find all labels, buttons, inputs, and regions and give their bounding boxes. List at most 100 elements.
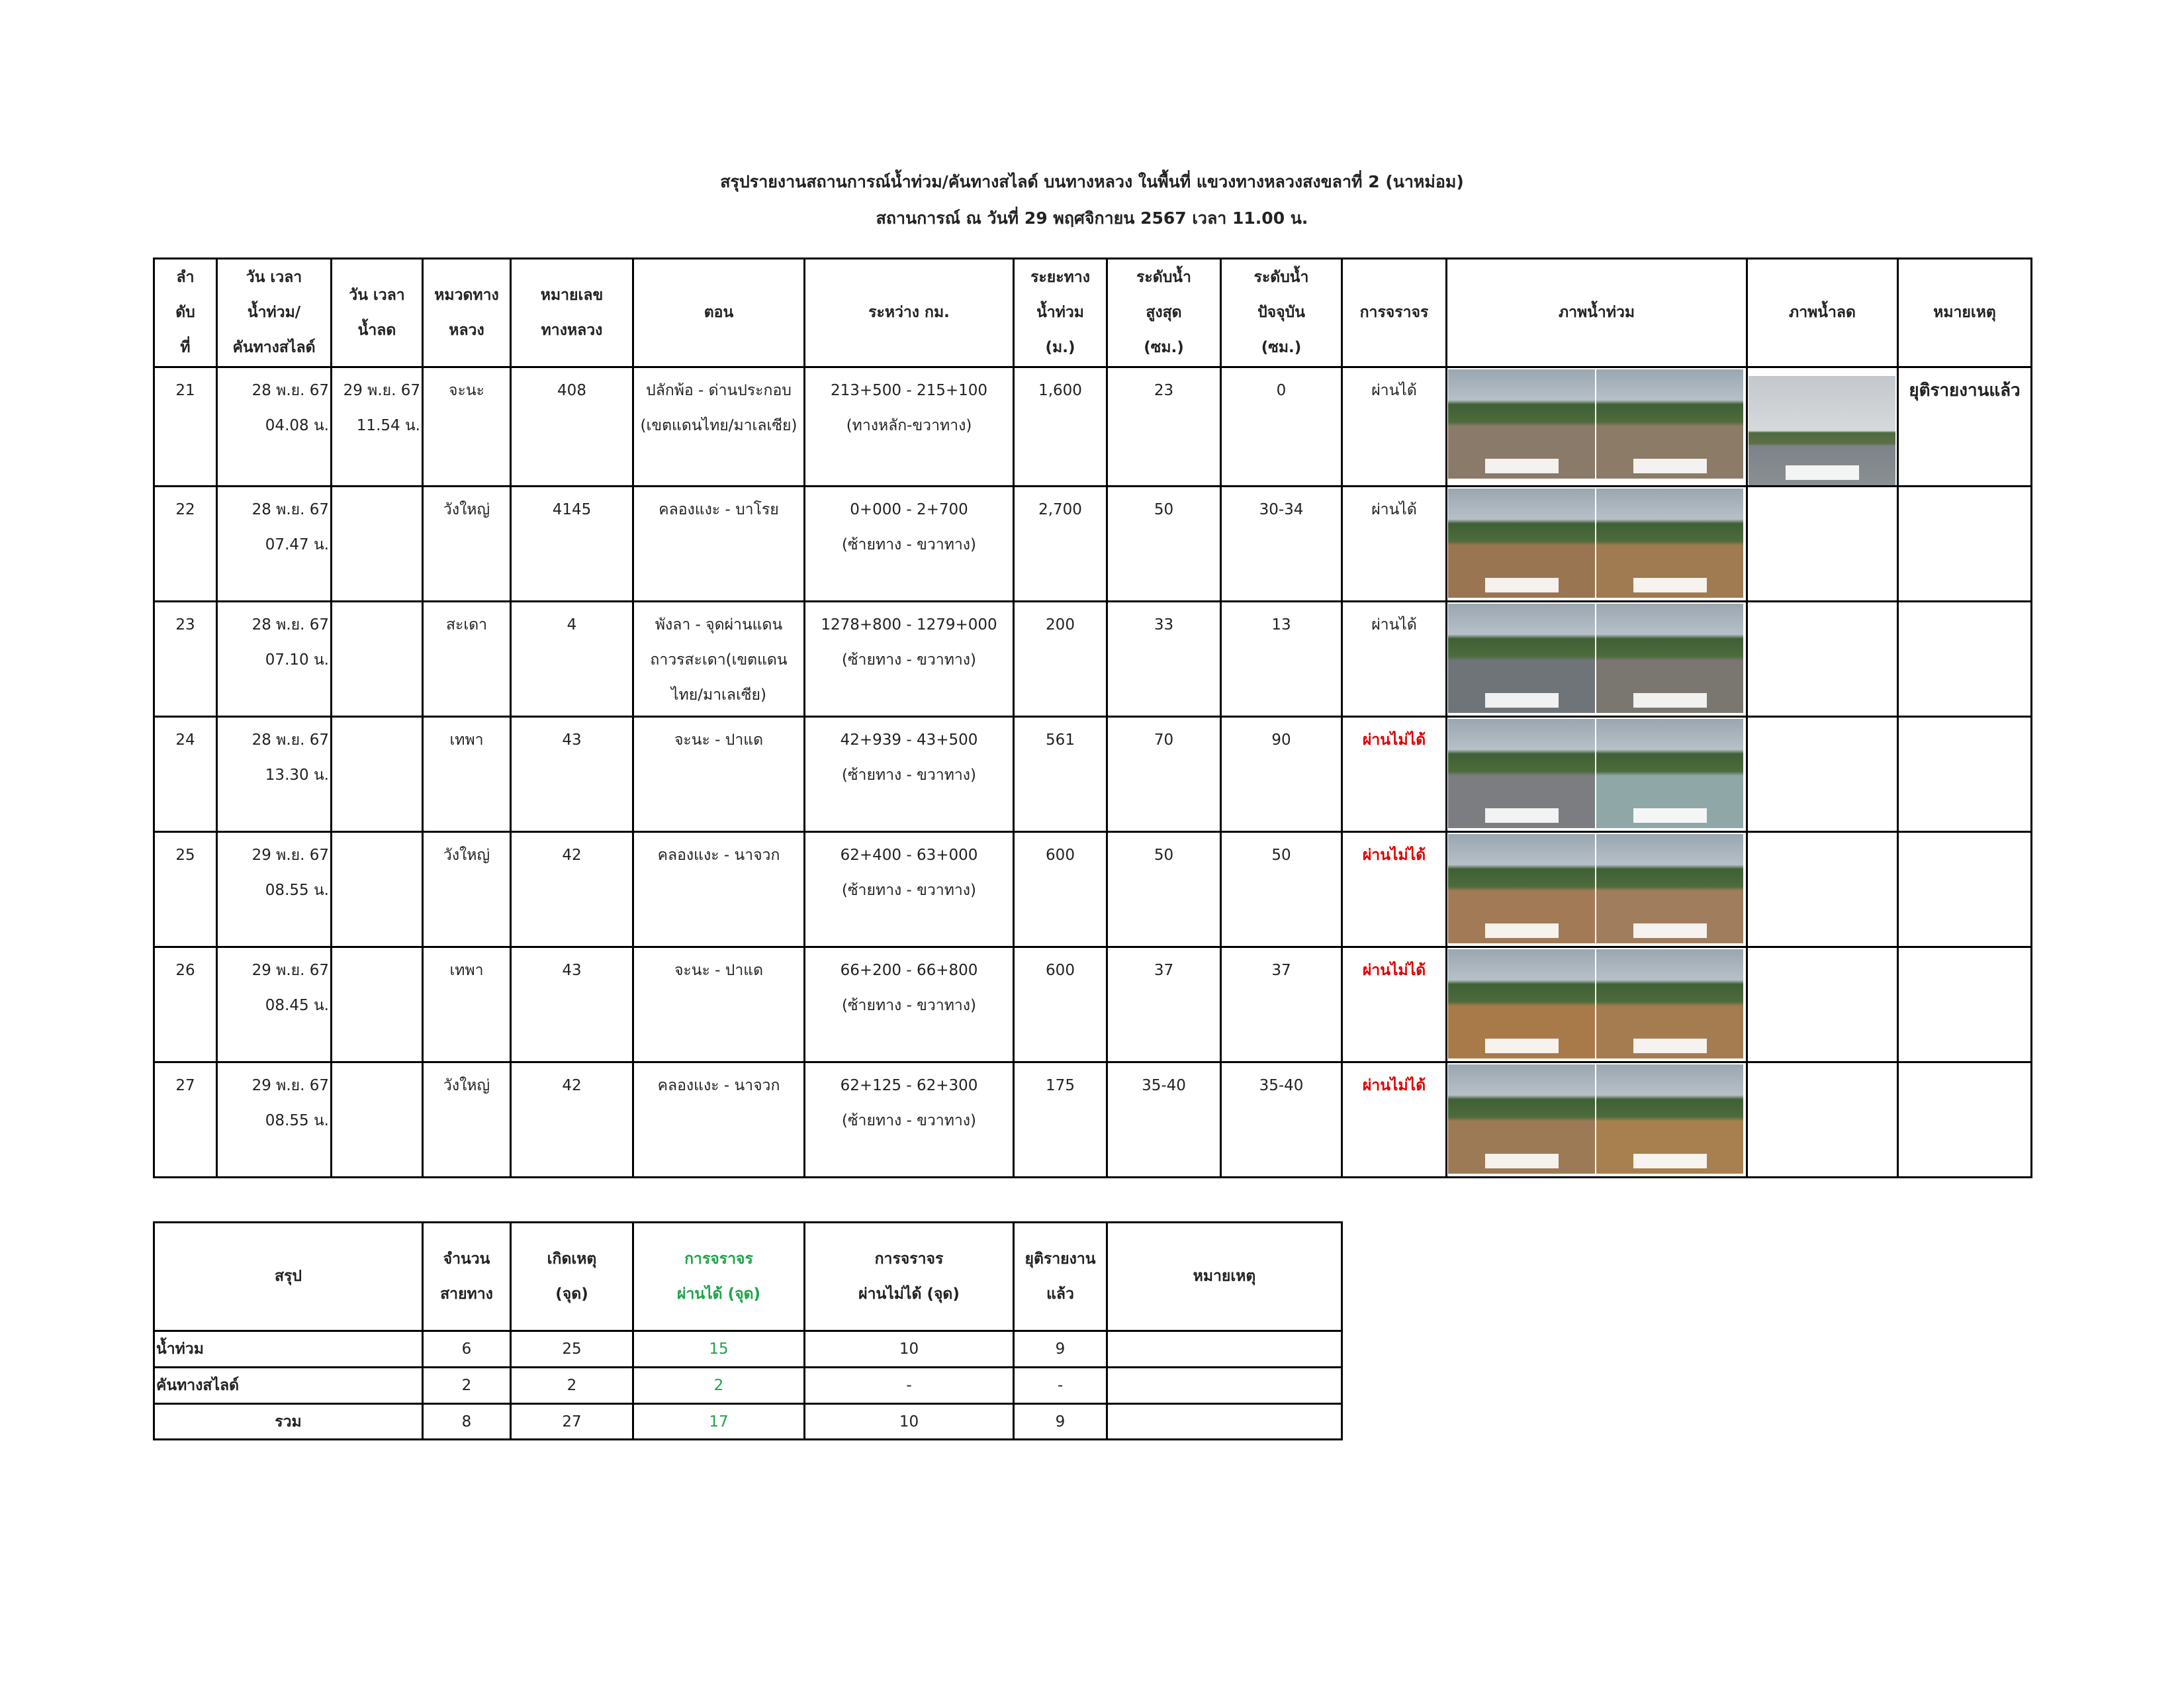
- cell-no: 21: [153, 366, 218, 487]
- summary-cell-passable: 15: [632, 1330, 805, 1368]
- summary-cell-label: คันทางสไลด์: [153, 1366, 424, 1405]
- photo-caption: [1633, 459, 1707, 473]
- cell-km: 1278+800 - 1279+000 (ซ้ายทาง - ขวาทาง): [803, 600, 1015, 718]
- cell-district: เทพา: [422, 716, 512, 833]
- photo-caption: [1484, 578, 1559, 592]
- cell-recede-date: [330, 831, 424, 948]
- cell-traffic: ผ่านไม่ได้: [1341, 831, 1447, 948]
- cell-flood-date: 29 พ.ย. 67 08.55 น.: [216, 1061, 332, 1178]
- summary-cell-impassable: -: [803, 1366, 1015, 1405]
- column-header: วัน เวลา น้ำท่วม/คันทางสไลด์: [216, 258, 332, 368]
- cell-section: ปลักพ้อ - ด่านประกอบ (เขตแดนไทย/มาเลเซีย): [632, 366, 805, 487]
- summary-cell-remark: [1106, 1366, 1343, 1405]
- cell-max-level: 33: [1106, 600, 1222, 718]
- cell-highway: 42: [510, 831, 634, 948]
- cell-section: คลองแงะ - นาจวก: [632, 831, 805, 948]
- photo-caption: [1484, 693, 1559, 708]
- column-header: ระหว่าง กม.: [803, 258, 1015, 368]
- cell-max-level: 50: [1106, 831, 1222, 948]
- column-header: ระดับน้ำ ปัจจุบัน (ซม.): [1220, 258, 1343, 368]
- summary-cell-impassable: 10: [803, 1403, 1015, 1440]
- column-header: วัน เวลา น้ำลด: [330, 258, 424, 368]
- flood-photos-cell: [1445, 1061, 1748, 1178]
- report-title: สรุปรายงานสถานการณ์น้ำท่วม/คันทางสไลด์ บ…: [720, 172, 1464, 191]
- summary-column-header: การจราจร ผ่านได้ (จุด): [632, 1221, 805, 1332]
- cell-no: 24: [153, 716, 218, 833]
- summary-cell-incidents: 2: [510, 1366, 634, 1405]
- summary-cell-impassable: 10: [803, 1330, 1015, 1368]
- column-header: การจราจร: [1341, 258, 1447, 368]
- table-header-row: ลำ ดับ ที่ วัน เวลา น้ำท่วม/คันทางสไลด์ วัน เ…: [153, 258, 2032, 368]
- summary-cell-routes: 6: [422, 1330, 512, 1368]
- cell-flood-date: 29 พ.ย. 67 08.45 น.: [216, 946, 332, 1063]
- flood-photo: [1448, 834, 1595, 943]
- photo-caption: [1633, 808, 1707, 823]
- column-header: หมายเหตุ: [1897, 258, 2032, 368]
- cell-traffic: ผ่านได้: [1341, 485, 1447, 602]
- flood-photos-cell: [1445, 946, 1748, 1063]
- cell-no: 27: [153, 1061, 218, 1178]
- cell-traffic: ผ่านได้: [1341, 366, 1447, 487]
- cell-flood-date: 29 พ.ย. 67 08.55 น.: [216, 831, 332, 948]
- cell-recede-date: 29 พ.ย. 67 11.54 น.: [330, 366, 424, 487]
- cell-highway: 43: [510, 716, 634, 833]
- column-header: หมายเลข ทางหลวง: [510, 258, 634, 368]
- table-row: 26 29 พ.ย. 67 08.45 น. เทพา 43 จะนะ - ปาแด 66+…: [153, 946, 2032, 1063]
- summary-cell-routes: 8: [422, 1403, 512, 1440]
- cell-remark: [1897, 1061, 2032, 1178]
- recede-photo-cell: [1746, 366, 1899, 487]
- summary-column-header: ยุติรายงาน แล้ว: [1013, 1221, 1108, 1332]
- cell-district: วังใหญ่: [422, 831, 512, 948]
- cell-km: 66+200 - 66+800 (ซ้ายทาง - ขวาทาง): [803, 946, 1015, 1063]
- cell-length: 1,600: [1013, 366, 1108, 487]
- cell-current-level: 0: [1220, 366, 1343, 487]
- cell-flood-date: 28 พ.ย. 67 13.30 น.: [216, 716, 332, 833]
- cell-highway: 4145: [510, 485, 634, 602]
- cell-recede-date: [330, 946, 424, 1063]
- cell-length: 600: [1013, 946, 1108, 1063]
- photo-caption: [1484, 808, 1559, 823]
- cell-length: 2,700: [1013, 485, 1108, 602]
- flood-photos-cell: [1445, 831, 1748, 948]
- flood-photo: [1596, 604, 1743, 713]
- photo-caption: [1484, 1154, 1559, 1168]
- flood-photo: [1596, 834, 1743, 943]
- cell-section: คลองแงะ - บาโรย: [632, 485, 805, 602]
- cell-traffic: ผ่านไม่ได้: [1341, 1061, 1447, 1178]
- summary-column-header: หมายเหตุ: [1106, 1221, 1343, 1332]
- cell-no: 26: [153, 946, 218, 1063]
- cell-section: จะนะ - ปาแด: [632, 716, 805, 833]
- cell-traffic: ผ่านไม่ได้: [1341, 716, 1447, 833]
- cell-flood-date: 28 พ.ย. 67 04.08 น.: [216, 366, 332, 487]
- summary-cell-routes: 2: [422, 1366, 512, 1405]
- cell-no: 23: [153, 600, 218, 718]
- cell-length: 600: [1013, 831, 1108, 948]
- flood-photos-cell: [1445, 485, 1748, 602]
- cell-km: 213+500 - 215+100 (ทางหลัก-ขวาทาง): [803, 366, 1015, 487]
- cell-remark: [1897, 600, 2032, 718]
- summary-row: น้ำท่วม 6 25 15 10 9: [153, 1330, 1343, 1368]
- summary-cell-ended: -: [1013, 1366, 1108, 1405]
- summary-cell-ended: 9: [1013, 1330, 1108, 1368]
- recede-photo-cell: [1746, 946, 1899, 1063]
- cell-recede-date: [330, 1061, 424, 1178]
- summary-cell-remark: [1106, 1330, 1343, 1368]
- cell-current-level: 30-34: [1220, 485, 1343, 602]
- summary-header-row: สรุป จำนวน สายทาง เกิดเหตุ (จุด) การจราจร ผ่าน…: [153, 1221, 1343, 1332]
- table-row: 25 29 พ.ย. 67 08.55 น. วังใหญ่ 42 คลองแงะ - น…: [153, 831, 2032, 948]
- column-header: ระยะทาง น้ำท่วม (ม.): [1013, 258, 1108, 368]
- photo-caption: [1633, 578, 1707, 592]
- photo-caption: [1484, 923, 1559, 938]
- column-header: ภาพน้ำลด: [1746, 258, 1899, 368]
- cell-current-level: 90: [1220, 716, 1343, 833]
- cell-traffic: ผ่านไม่ได้: [1341, 946, 1447, 1063]
- cell-district: วังใหญ่: [422, 1061, 512, 1178]
- table-row: 27 29 พ.ย. 67 08.55 น. วังใหญ่ 42 คลองแงะ - น…: [153, 1061, 2032, 1178]
- cell-recede-date: [330, 716, 424, 833]
- cell-flood-date: 28 พ.ย. 67 07.47 น.: [216, 485, 332, 602]
- cell-district: วังใหญ่: [422, 485, 512, 602]
- flood-photo: [1448, 1064, 1595, 1174]
- column-header: ตอน: [632, 258, 805, 368]
- report-subtitle: สถานการณ์ ณ วันที่ 29 พฤศจิกายน 2567 เวล…: [876, 209, 1308, 228]
